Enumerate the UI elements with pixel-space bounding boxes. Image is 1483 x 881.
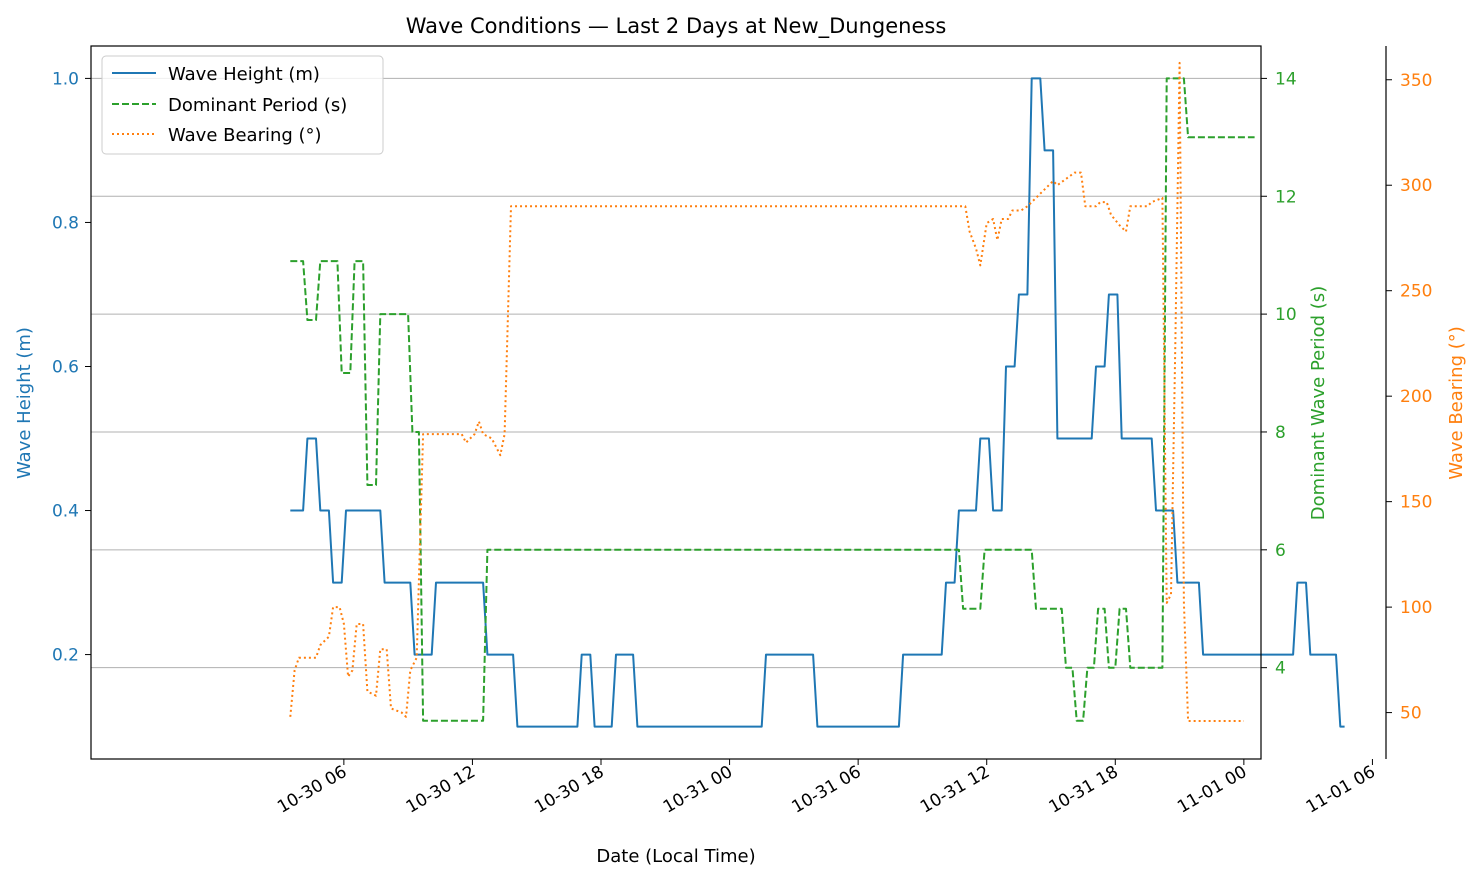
left-tick-label: 1.0 <box>52 69 79 89</box>
legend-label-dominant-period: Dominant Period (s) <box>168 95 347 116</box>
right1-tick-label: 14 <box>1275 69 1297 89</box>
right2-axis-label: Wave Bearing (°) <box>1446 326 1467 480</box>
series-line-3 <box>289 61 1244 722</box>
left-tick-label: 0.8 <box>52 213 79 233</box>
right1-axis-label: Dominant Wave Period (s) <box>1308 286 1329 520</box>
right1-tick-label: 6 <box>1275 541 1286 561</box>
right2-tick-label: 200 <box>1400 387 1432 407</box>
right2-tick-label: 150 <box>1400 493 1432 513</box>
left-tick-label: 0.2 <box>52 646 79 666</box>
right1-tick-label: 12 <box>1275 187 1297 207</box>
plot-series <box>289 61 1345 728</box>
right2-tick-label: 100 <box>1400 598 1432 618</box>
right2-tick-label: 350 <box>1400 71 1432 91</box>
right1-tick-label: 10 <box>1275 305 1297 325</box>
right2-tick-label: 300 <box>1400 176 1432 196</box>
left-tick-label: 0.6 <box>52 357 79 377</box>
series-line-2 <box>290 77 1255 722</box>
right2-tick-label: 50 <box>1400 704 1422 724</box>
plot-frame <box>90 45 1262 760</box>
chart-title: Wave Conditions — Last 2 Days at New_Dun… <box>406 14 947 39</box>
series-line-1 <box>290 77 1345 728</box>
right1-tick-label: 4 <box>1275 659 1286 679</box>
legend-label-wave-bearing: Wave Bearing (°) <box>168 125 322 146</box>
x-axis-label: Date (Local Time) <box>596 846 755 867</box>
legend-box <box>101 55 384 155</box>
legend: Wave Height (m) Dominant Period (s) Wave… <box>101 55 384 155</box>
left-tick-label: 0.4 <box>52 502 79 522</box>
left-axis-label: Wave Height (m) <box>14 327 35 479</box>
right2-tick-label: 250 <box>1400 282 1432 302</box>
legend-label-wave-height: Wave Height (m) <box>168 64 320 85</box>
right1-tick-label: 8 <box>1275 423 1286 443</box>
